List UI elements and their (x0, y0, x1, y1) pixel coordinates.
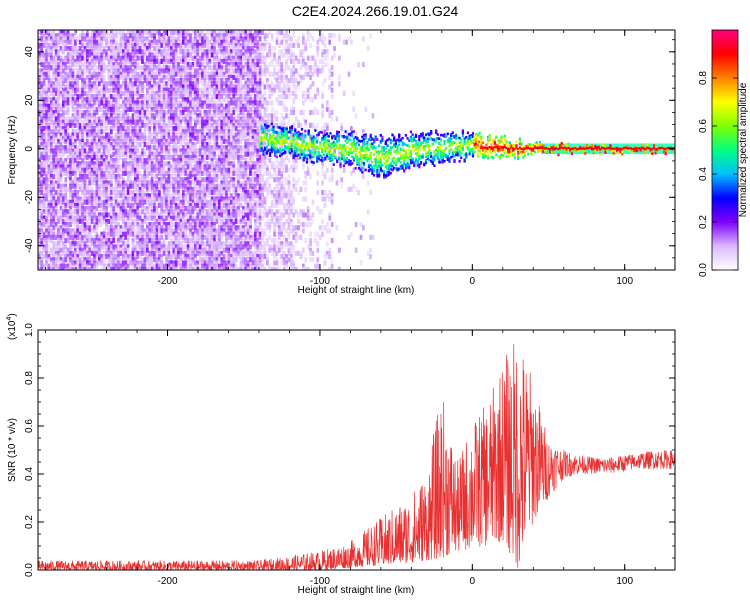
colorbar-tick-label: 0.8 (698, 71, 709, 85)
colorbar: 0.0 0.2 0.4 0.6 0.8 Normalized spectral ampl… (698, 29, 749, 277)
snr-y-ticks: 0.0 0.2 0.4 0.6 0.8 1.0 (24, 323, 675, 577)
snr-multiplier-label: (x104) (6, 313, 18, 340)
colorbar-tick-label: 0.4 (698, 167, 709, 181)
y-tick-label: 0.4 (24, 467, 35, 481)
y-tick-label: 1.0 (24, 323, 35, 337)
x-tick-label: -100 (310, 576, 330, 587)
snr-series-line (38, 344, 675, 570)
x-tick-label: -200 (158, 576, 178, 587)
y-tick-label: -20 (24, 190, 35, 205)
x-tick-label: -200 (158, 276, 178, 287)
y-tick-label: 20 (24, 94, 35, 106)
spectrogram-y-ticks: -40 -20 0 20 40 (24, 39, 675, 271)
snr-y-axis-label: SNR (10 * v/v) (7, 418, 18, 482)
colorbar-tick-label: 0.2 (698, 215, 709, 229)
y-tick-label: 0.0 (24, 563, 35, 577)
y-tick-label: 0.2 (24, 515, 35, 529)
x-tick-label: 0 (470, 276, 476, 287)
y-tick-label: 0.8 (24, 371, 35, 385)
y-tick-label: 40 (24, 46, 35, 58)
y-tick-label: -40 (24, 238, 35, 253)
snr-x-ticks: -200 -100 0 100 (45, 330, 656, 587)
colorbar-ticks: 0.0 0.2 0.4 0.6 0.8 (698, 71, 738, 277)
y-tick-label: 0 (24, 146, 35, 152)
x-tick-label: 0 (470, 576, 476, 587)
x-tick-label: 100 (616, 576, 633, 587)
spectrogram-y-axis-label: Frequency (Hz) (7, 116, 18, 185)
spectrogram-heatmap (38, 30, 675, 270)
spectrogram-frame (37, 29, 676, 271)
colorbar-tick-label: 0.6 (698, 119, 709, 133)
snr-panel: -200 -100 0 100 0.0 0.2 0.4 0.6 0.8 1.0 Height o… (6, 313, 676, 596)
spectrogram-x-axis-label: Height of straight line (km) (298, 285, 415, 296)
y-tick-label: 0.6 (24, 419, 35, 433)
x-tick-label: -100 (310, 276, 330, 287)
snr-frame (37, 329, 676, 571)
colorbar-tick-label: 0.0 (698, 263, 709, 277)
colorbar-scale (711, 29, 739, 271)
chart-title: C2E4.2024.266.19.01.G24 (292, 3, 459, 19)
spectrogram-x-ticks: -200 -100 0 100 (45, 30, 656, 287)
x-tick-label: 100 (616, 276, 633, 287)
snr-x-axis-label: Height of straight line (km) (298, 585, 415, 596)
colorbar-label: Normalized spectral amplitude (738, 82, 749, 217)
